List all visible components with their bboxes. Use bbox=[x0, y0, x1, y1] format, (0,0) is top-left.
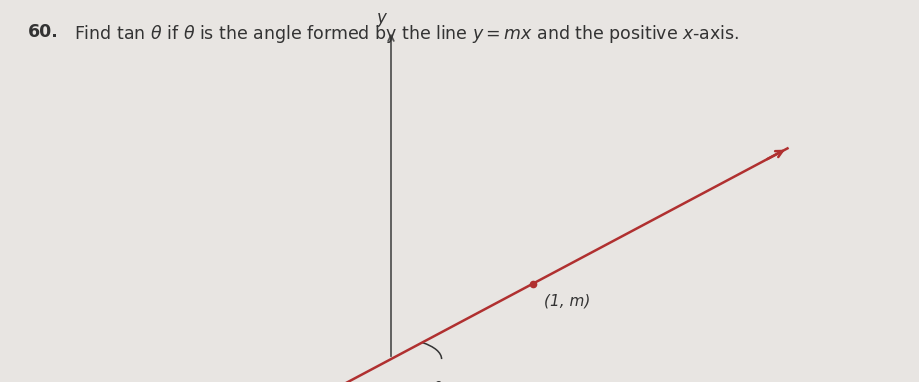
Text: 60.: 60. bbox=[28, 23, 58, 41]
Text: (1, m): (1, m) bbox=[543, 293, 589, 308]
Text: $\theta$: $\theta$ bbox=[432, 380, 443, 382]
Text: Find tan $\theta$ if $\theta$ is the angle formed by the line $y = mx$ and the p: Find tan $\theta$ if $\theta$ is the ang… bbox=[74, 23, 738, 45]
Text: y: y bbox=[377, 9, 386, 27]
